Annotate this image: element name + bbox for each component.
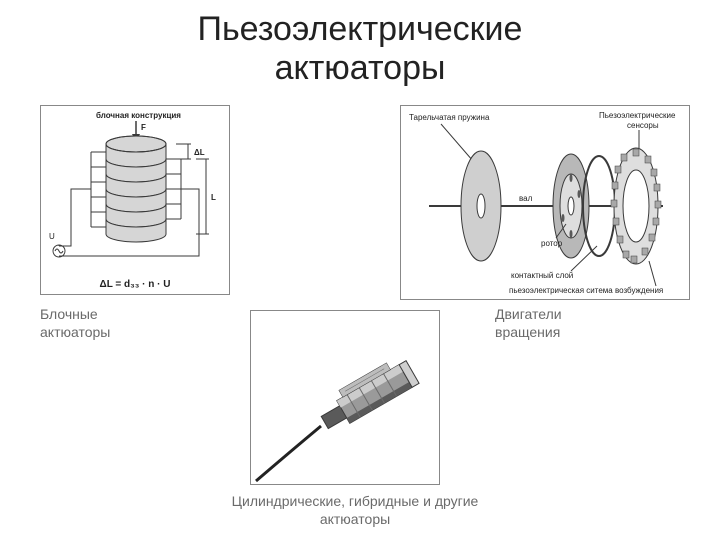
disk-stack (106, 136, 166, 242)
caption-cylindrical: Цилиндрические, гибридные и другие актюа… (200, 492, 510, 528)
block-heading: блочная конструкция (96, 111, 181, 120)
actuator-body (333, 354, 419, 423)
rotary-motor-svg: Тарельчатая пружина Пьезоэлектрические с… (401, 106, 691, 301)
L-label: L (211, 193, 216, 202)
label-spring: Тарельчатая пружина (409, 113, 490, 122)
label-contact: контактный слой (511, 271, 573, 280)
caption-rotary: Двигатели вращения (495, 305, 635, 341)
page-title: Пьезоэлектрические актюаторы (0, 0, 720, 88)
label-excite: пьезоэлектрическая ситема возбуждения (509, 286, 663, 295)
caption-block: Блочные актюаторы (40, 305, 180, 341)
label-shaft: вал (519, 194, 533, 203)
spring-disc (461, 151, 501, 261)
figure-block-actuator: блочная конструкция F (40, 105, 230, 295)
stator-ring (611, 148, 661, 264)
figure-rotary-motor: Тарельчатая пружина Пьезоэлектрические с… (400, 105, 690, 300)
block-actuator-svg: блочная конструкция F (41, 106, 231, 281)
cylindrical-actuator-svg (251, 311, 441, 486)
label-sensors: Пьезоэлектрические сенсоры (599, 111, 678, 130)
force-label: F (141, 123, 146, 132)
voltage-label: U (49, 232, 55, 241)
label-rotor: ротор (541, 239, 563, 248)
title-line-2: актюаторы (275, 49, 446, 87)
cable (256, 426, 321, 481)
figure-cylindrical-actuator (250, 310, 440, 485)
delta-L-label: ΔL (194, 148, 205, 157)
title-line-1: Пьезоэлектрические (198, 10, 523, 48)
block-formula: ΔL = d₃₃ · n · U (41, 279, 229, 290)
